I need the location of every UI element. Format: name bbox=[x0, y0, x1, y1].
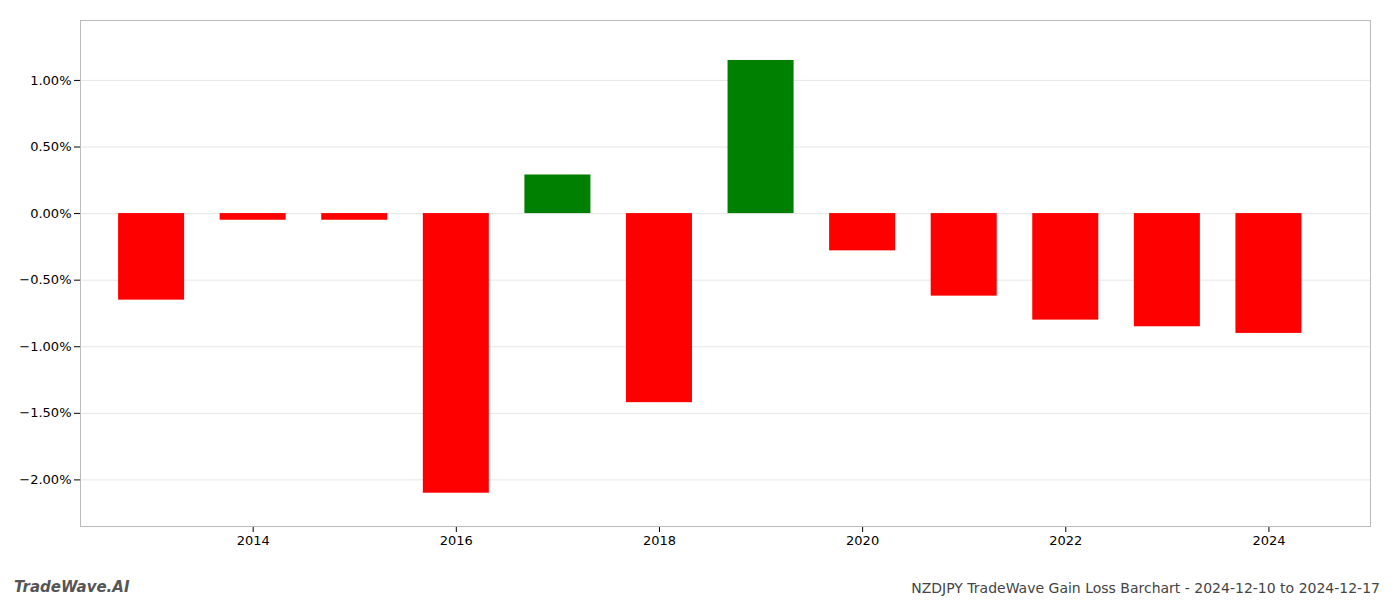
svg-text:−1.50%: −1.50% bbox=[19, 405, 71, 420]
html-text:NZDJPY TradeWave Gain Loss Bar: NZDJPY TradeWave Gain Loss Barchart - 20… bbox=[911, 580, 1380, 596]
svg-text:2014: 2014 bbox=[237, 533, 270, 548]
svg-text:2022: 2022 bbox=[1049, 533, 1082, 548]
svg-text:2024: 2024 bbox=[1252, 533, 1285, 548]
svg-text:−2.00%: −2.00% bbox=[19, 472, 71, 487]
svg-text:2016: 2016 bbox=[440, 533, 473, 548]
svg-text:2020: 2020 bbox=[846, 533, 879, 548]
svg-text:0.50%: 0.50% bbox=[30, 139, 71, 154]
svg-text:1.00%: 1.00% bbox=[30, 73, 71, 88]
html-text:TradeWave.AI: TradeWave.AI bbox=[14, 578, 130, 596]
svg-text:−0.50%: −0.50% bbox=[19, 272, 71, 287]
svg-text:2018: 2018 bbox=[643, 533, 676, 548]
svg-text:0.00%: 0.00% bbox=[30, 206, 71, 221]
svg-text:−1.00%: −1.00% bbox=[19, 339, 71, 354]
